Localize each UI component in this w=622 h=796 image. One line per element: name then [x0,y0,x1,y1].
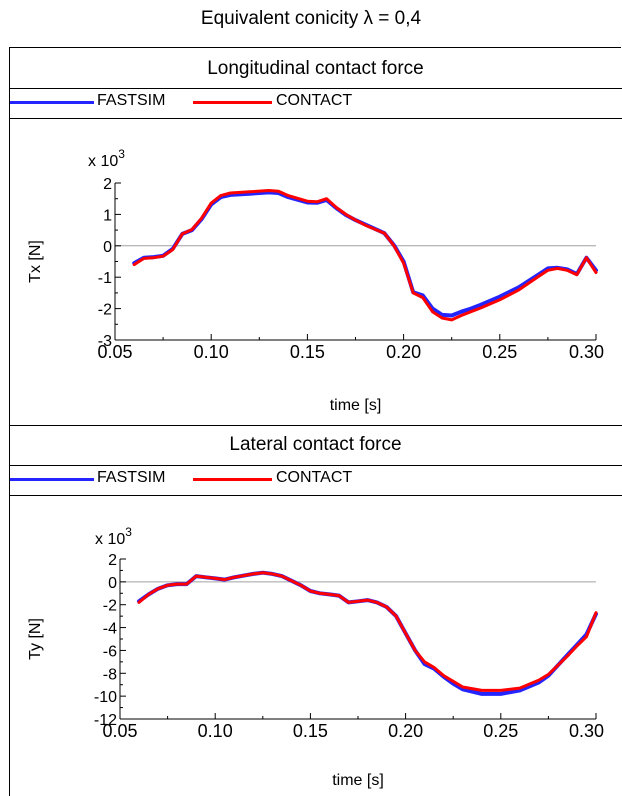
x-tick-label: 0.15 [290,342,325,362]
multiplier-label: x 103 [88,147,125,170]
y-axis-label: Tx [N] [27,240,44,283]
y-tick-label: -6 [103,643,117,660]
y-tick-label: -3 [98,333,112,350]
series-line-fastsim [137,570,598,696]
y-axis-label: Ty [N] [27,618,44,660]
y-tick-label: -8 [103,666,117,683]
y-tick-label: -12 [94,712,117,729]
chart1-legend: FASTSIM CONTACT [10,91,622,113]
x-tick-label: 0.10 [194,342,229,362]
legend-fastsim-line [10,478,94,481]
x-tick-label: 0.05 [97,342,132,362]
legend-fastsim-line [10,101,94,104]
y-tick-label: 0 [103,239,112,256]
chart1-title: Longitudinal contact force [207,58,424,79]
series-line-contact [137,571,598,692]
y-tick-label: -1 [98,270,112,287]
legend-fastsim-label: FASTSIM [97,469,166,486]
x-tick-label: 0.25 [482,342,517,362]
legend-contact-label: CONTACT [276,92,353,109]
divider [9,495,622,496]
y-tick-label: 2 [108,552,117,569]
x-tick-label: 0.30 [569,721,604,741]
x-tick-label: 0.20 [388,721,423,741]
series-line-fastsim [132,190,598,318]
x-tick-label: 0.05 [102,721,137,741]
y-tick-label: -10 [94,689,117,706]
series-line-contact [132,189,598,322]
legend-contact-line [193,478,272,481]
y-tick-label: 1 [103,207,112,224]
x-tick-label: 0.15 [293,721,328,741]
divider [9,88,622,89]
divider [9,118,622,119]
chart2-title: Lateral contact force [229,434,402,455]
x-axis-label: time [s] [332,772,384,789]
divider [9,465,622,466]
y-tick-label: -2 [103,598,117,615]
x-axis-label: time [s] [330,397,382,414]
x-tick-label: 0.10 [198,721,233,741]
x-tick-label: 0.30 [569,342,604,362]
y-tick-label: 0 [108,575,117,592]
figure-title: Equivalent conicity λ = 0,4 [200,8,422,29]
y-tick-label: 2 [103,176,112,193]
chart1-plot: x 103 -3 -2 -1 0 1 2 0.05 0.10 0.15 0.20 0.25 0.30 ti… [27,147,604,414]
divider [9,425,622,426]
x-tick-label: 0.25 [483,721,518,741]
y-tick-label: -2 [98,302,112,319]
figure-frame [9,47,621,796]
chart2-legend: FASTSIM CONTACT [10,468,622,490]
multiplier-label: x 103 [95,525,132,548]
legend-contact-label: CONTACT [276,469,353,486]
legend-fastsim-label: FASTSIM [97,92,166,109]
x-tick-label: 0.20 [386,342,421,362]
legend-contact-line [193,101,272,104]
chart2-plot: x 103 -12 -10 -8 -6 -4 -2 0 2 0.05 0.10 0.15 0.20 0.2… [27,525,604,789]
y-tick-label: -4 [103,621,117,638]
